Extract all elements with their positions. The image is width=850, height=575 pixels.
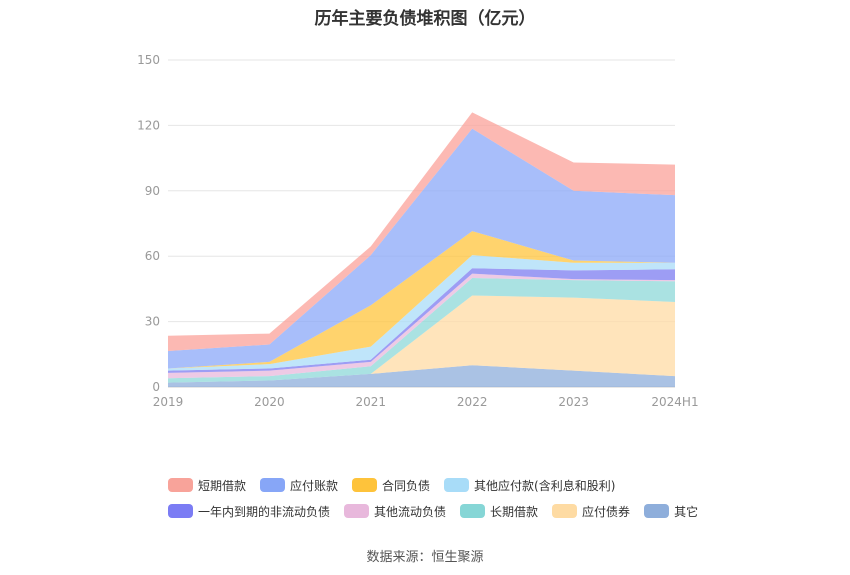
x-tick-label: 2024H1 xyxy=(651,395,698,409)
x-tick-label: 2022 xyxy=(457,395,488,409)
x-tick-label: 2019 xyxy=(153,395,184,409)
legend-item[interactable]: 一年内到期的非流动负债 xyxy=(168,503,330,520)
x-tick-label: 2023 xyxy=(558,395,589,409)
legend-label: 长期借款 xyxy=(490,504,539,519)
legend-item[interactable]: 短期借款 xyxy=(168,477,246,494)
legend-label: 其他流动负债 xyxy=(374,504,447,519)
legend-item[interactable]: 其他应付款(含利息和股利) xyxy=(444,477,615,494)
legend-swatch xyxy=(352,478,378,492)
legend-item[interactable]: 应付债券 xyxy=(552,503,630,520)
legend-item[interactable]: 其他流动负债 xyxy=(344,503,446,520)
legend-row: 短期借款 应付账款 合同负债 其他应付款(含利息和股利) xyxy=(168,472,768,498)
area-series-应付账款 xyxy=(168,128,675,369)
legend-label: 合同负债 xyxy=(382,478,431,493)
legend-row: 一年内到期的非流动负债 其他流动负债 长期借款 应付债券 其它 xyxy=(168,498,768,524)
legend-label: 其他应付款(含利息和股利) xyxy=(474,478,616,493)
legend-label: 应付账款 xyxy=(290,478,339,493)
area-series xyxy=(168,112,675,387)
legend-label: 短期借款 xyxy=(198,478,247,493)
legend-label: 一年内到期的非流动负债 xyxy=(198,504,331,519)
legend-swatch xyxy=(168,504,193,518)
legend-swatch xyxy=(644,504,670,518)
legend-swatch xyxy=(552,504,578,518)
data-source: 数据来源：恒生聚源 xyxy=(366,550,484,565)
area-series-短期借款 xyxy=(168,112,675,352)
legend-item[interactable]: 其它 xyxy=(644,503,698,520)
legend: 短期借款 应付账款 合同负债 其他应付款(含利息和股利) 一年内到期的非流动负债 其他流动… xyxy=(168,472,768,524)
legend-swatch xyxy=(344,504,370,518)
area-series-长期借款 xyxy=(168,278,675,383)
y-tick-label: 120 xyxy=(137,118,160,132)
x-tick-label: 2020 xyxy=(254,395,285,409)
legend-label: 应付债券 xyxy=(582,504,631,519)
y-tick-label: 90 xyxy=(145,184,160,198)
legend-label: 其它 xyxy=(674,504,699,519)
y-tick-label: 60 xyxy=(145,249,160,263)
legend-swatch xyxy=(260,478,286,492)
legend-swatch xyxy=(444,478,470,492)
y-axis-ticks: 0 30 60 90 120 150 xyxy=(137,53,160,394)
y-tick-label: 150 xyxy=(137,53,160,67)
area-series-其它 xyxy=(168,365,675,387)
area-series-其他应付款(含利息和股利) xyxy=(168,255,675,371)
area-series-一年内到期的非流动负债 xyxy=(168,268,675,373)
legend-item[interactable]: 应付账款 xyxy=(260,477,338,494)
x-tick-label: 2021 xyxy=(356,395,387,409)
legend-swatch xyxy=(168,478,193,492)
legend-item[interactable]: 长期借款 xyxy=(460,503,538,520)
y-tick-label: 0 xyxy=(152,380,160,394)
legend-item[interactable]: 合同负债 xyxy=(352,477,430,494)
legend-swatch xyxy=(460,504,486,518)
stacked-area-chart: 0 30 60 90 120 150 2019 2020 2021 2022 2023 2024H1 xyxy=(137,53,699,409)
area-series-合同负债 xyxy=(168,231,675,369)
x-axis-ticks: 2019 2020 2021 2022 2023 2024H1 xyxy=(153,395,699,409)
area-series-应付债券 xyxy=(168,295,675,383)
y-tick-label: 30 xyxy=(145,315,160,329)
chart-title: 历年主要负债堆积图（亿元） xyxy=(314,9,536,29)
